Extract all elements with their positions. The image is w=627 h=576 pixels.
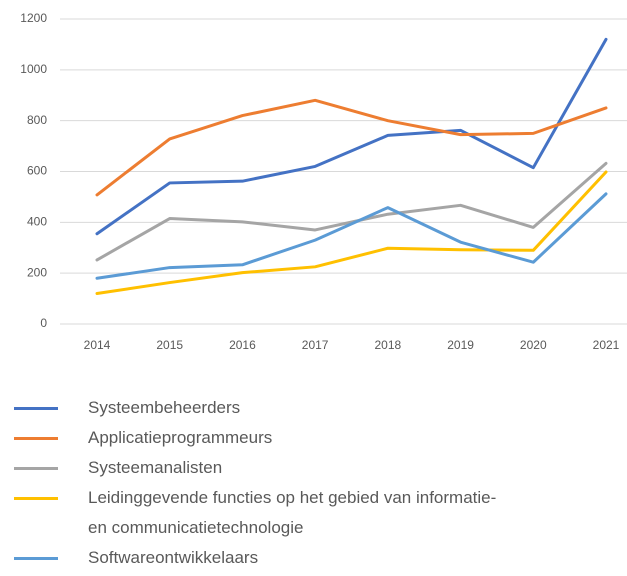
legend-item: Systeemanalisten xyxy=(14,453,574,483)
y-tick-label: 800 xyxy=(27,113,47,127)
y-tick-label: 200 xyxy=(27,265,47,279)
legend-label: Applicatieprogrammeurs xyxy=(88,428,273,447)
legend-swatch xyxy=(14,557,58,560)
legend-label: Softwareontwikkelaars xyxy=(88,548,259,567)
legend-item: Leidinggevende functies op het gebied va… xyxy=(14,483,574,543)
x-tick-label: 2014 xyxy=(84,338,111,352)
y-tick-label: 600 xyxy=(27,164,47,178)
x-tick-label: 2021 xyxy=(593,338,620,352)
y-tick-label: 400 xyxy=(27,215,47,229)
legend: Systeembeheerders Applicatieprogrammeurs S… xyxy=(14,393,574,573)
legend-swatch xyxy=(14,467,58,470)
legend-label: Systeembeheerders xyxy=(88,398,241,417)
x-tick-label: 2017 xyxy=(302,338,329,352)
series-line xyxy=(95,161,608,262)
series-line xyxy=(95,170,608,295)
y-tick-label: 1200 xyxy=(20,11,47,25)
x-tick-label: 2019 xyxy=(447,338,474,352)
legend-item: Systeembeheerders xyxy=(14,393,574,423)
x-tick-label: 2018 xyxy=(375,338,402,352)
legend-item: Applicatieprogrammeurs xyxy=(14,423,574,453)
legend-swatch xyxy=(14,497,58,500)
legend-label: Leidinggevende functies op het gebied va… xyxy=(88,488,497,537)
y-tick-label: 0 xyxy=(40,316,47,330)
legend-swatch xyxy=(14,437,58,440)
x-tick-label: 2016 xyxy=(229,338,256,352)
chart: 0 200 400 600 800 1000 1200 2014 2015 2016 2017 201… xyxy=(20,11,627,352)
legend-label: Systeemanalisten xyxy=(88,458,223,477)
series-line xyxy=(95,192,608,280)
x-tick-label: 2020 xyxy=(520,338,547,352)
x-tick-label: 2015 xyxy=(156,338,183,352)
legend-swatch xyxy=(14,407,58,410)
series-line xyxy=(95,98,608,197)
series-line xyxy=(95,37,608,236)
y-tick-label: 1000 xyxy=(20,62,47,76)
legend-item: Softwareontwikkelaars xyxy=(14,543,574,573)
